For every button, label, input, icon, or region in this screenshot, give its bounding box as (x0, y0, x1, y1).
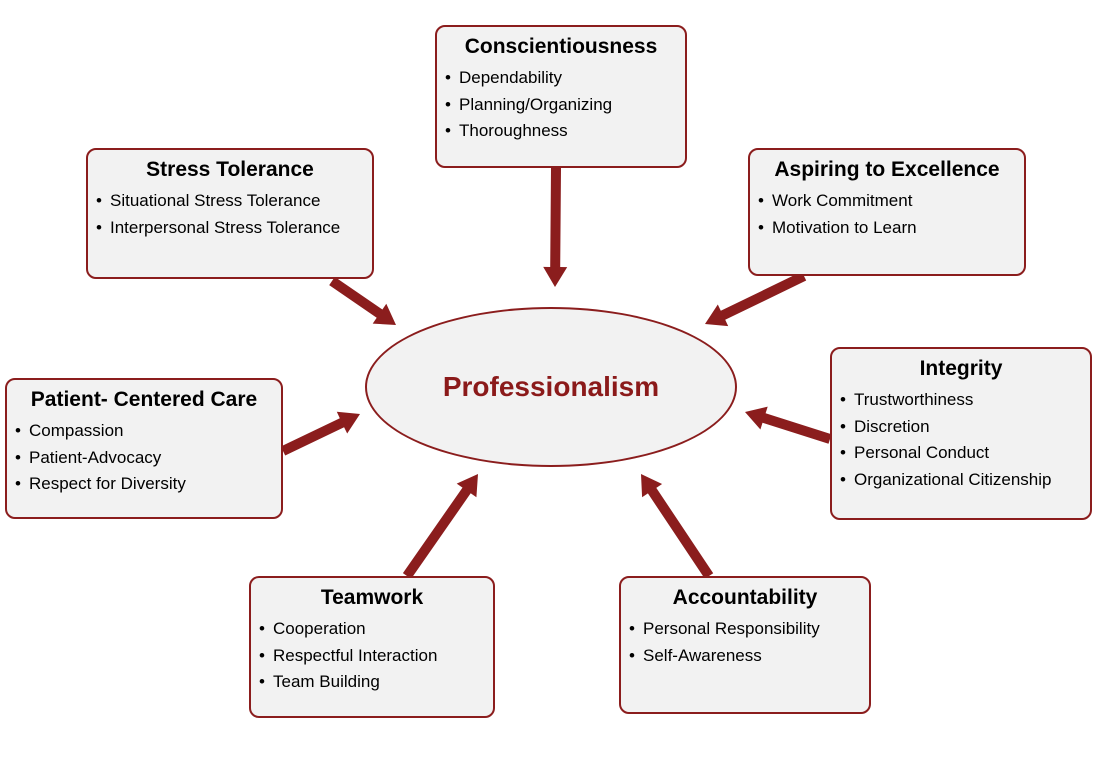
box-title: Integrity (919, 357, 1003, 380)
box-title: Conscientiousness (464, 35, 658, 58)
arrow-conscientiousness (543, 168, 568, 287)
box-title: Aspiring to Excellence (774, 158, 1000, 181)
box-title: Accountability (672, 586, 818, 609)
center-title: Professionalism (442, 371, 660, 402)
list-item: • Discretion (840, 416, 930, 436)
box-conscientiousness: Conscientiousness • Dependability • Planni… (435, 25, 687, 168)
list-item: • Compassion (15, 421, 124, 440)
list-item: • Trustworthiness (840, 390, 974, 409)
list-item: • Patient-Advocacy (15, 447, 162, 467)
arrow-patient-centered-care (280, 411, 360, 456)
box-list: • Personal Responsibility • Self-Awareness (621, 616, 869, 669)
box-title: Patient- Centered Care (30, 388, 258, 411)
center-ellipse: Professionalism (365, 307, 737, 467)
arrow-aspiring-to-excellence (705, 271, 807, 327)
list-item: • Organizational Citizenship (840, 469, 1052, 489)
box-list: • Work Commitment • Motivation to Learn (750, 188, 1024, 241)
box-title: Stress Tolerance (146, 158, 314, 181)
box-list: • Situational Stress Tolerance • Interpers… (88, 188, 372, 241)
box-patient-centered-care: Patient- Centered Care • Compassion • Pati… (5, 378, 283, 519)
list-item: • Respectful Interaction (259, 645, 438, 665)
list-item: • Respect for Diversity (15, 474, 186, 493)
list-item: • Personal Conduct (840, 443, 990, 462)
arrow-teamwork (402, 474, 478, 579)
box-list: • Cooperation • Respectful Interaction • Te… (251, 616, 493, 696)
arrow-integrity (745, 406, 832, 444)
list-item: • Thoroughness (445, 121, 568, 140)
list-item: • Motivation to Learn (758, 217, 917, 237)
box-integrity: Integrity • Trustworthiness • Discretion •… (830, 347, 1092, 520)
box-title: Teamwork (320, 586, 424, 609)
box-stress-tolerance: Stress Tolerance • Situational Stress Tol… (86, 148, 374, 279)
arrow-accountability (641, 474, 714, 579)
box-list: • Dependability • Planning/Organizing • Tho… (437, 65, 685, 145)
list-item: • Interpersonal Stress Tolerance (96, 217, 341, 237)
box-accountability: Accountability • Personal Responsibility … (619, 576, 871, 714)
box-list: • Compassion • Patient-Advocacy • Respect f… (7, 418, 281, 498)
list-item: • Team Building (259, 672, 380, 691)
box-list: • Trustworthiness • Discretion • Personal C… (832, 387, 1090, 493)
arrow-stress-tolerance (329, 276, 396, 325)
list-item: • Work Commitment (758, 191, 913, 210)
list-item: • Planning/Organizing (445, 94, 613, 114)
box-teamwork: Teamwork • Cooperation • Respectful Intera… (249, 576, 495, 718)
list-item: • Self-Awareness (629, 645, 762, 665)
box-aspiring-to-excellence: Aspiring to Excellence • Work Commitment … (748, 148, 1026, 276)
list-item: • Cooperation (259, 619, 366, 638)
list-item: • Situational Stress Tolerance (96, 191, 321, 210)
list-item: • Dependability (445, 68, 563, 87)
list-item: • Personal Responsibility (629, 619, 820, 638)
